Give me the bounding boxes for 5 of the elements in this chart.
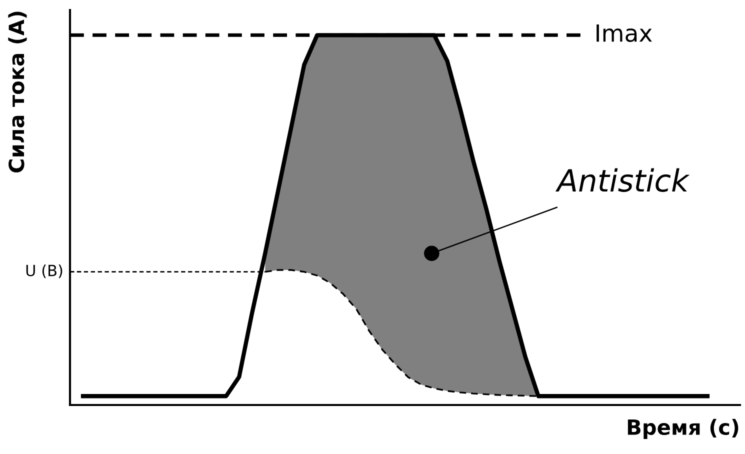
ref-line-label: U (B) — [26, 264, 62, 278]
y-axis-title: Сила тока (А) — [8, 12, 27, 172]
x-axis-title: Время (с) — [628, 418, 738, 440]
annotation: Antistick — [555, 168, 690, 192]
ref-line-label: Imax — [596, 24, 652, 42]
